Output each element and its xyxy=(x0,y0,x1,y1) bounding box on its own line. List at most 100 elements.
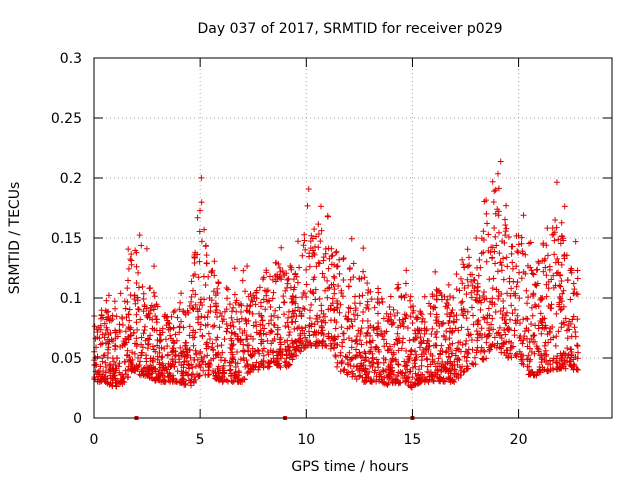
data-point xyxy=(316,260,323,267)
data-point xyxy=(367,348,374,355)
data-point xyxy=(558,261,565,268)
data-point xyxy=(461,353,468,360)
data-point xyxy=(381,343,388,350)
data-point xyxy=(531,332,538,339)
data-point xyxy=(534,345,541,352)
data-point xyxy=(351,300,358,307)
data-point xyxy=(280,293,287,300)
data-point xyxy=(307,307,314,314)
data-point xyxy=(555,328,562,335)
data-point xyxy=(132,300,139,307)
data-point xyxy=(497,259,504,266)
data-point xyxy=(449,340,456,347)
data-point xyxy=(291,326,298,333)
data-point xyxy=(470,312,477,319)
data-point xyxy=(172,352,179,359)
data-point xyxy=(301,306,308,313)
data-point xyxy=(157,331,164,338)
data-point xyxy=(176,306,183,313)
data-point xyxy=(140,295,147,302)
data-point xyxy=(282,287,289,294)
data-point xyxy=(301,237,308,244)
data-point xyxy=(196,350,203,357)
data-point xyxy=(243,307,250,314)
data-point xyxy=(544,252,551,259)
data-point xyxy=(330,273,337,280)
data-point xyxy=(483,258,490,265)
data-point xyxy=(520,316,527,323)
data-point xyxy=(296,347,303,354)
data-point xyxy=(276,304,283,311)
data-point xyxy=(117,343,124,350)
data-point xyxy=(465,254,472,261)
data-point xyxy=(253,295,260,302)
data-point xyxy=(505,324,512,331)
data-point xyxy=(209,323,216,330)
data-point xyxy=(533,267,540,274)
data-point xyxy=(308,301,315,308)
data-point xyxy=(192,291,199,298)
data-point xyxy=(350,260,357,267)
data-point xyxy=(317,238,324,245)
data-point xyxy=(333,341,340,348)
data-point xyxy=(253,287,260,294)
data-point xyxy=(374,360,381,367)
data-point xyxy=(259,322,266,329)
data-point xyxy=(244,361,251,368)
data-point xyxy=(364,301,371,308)
data-point xyxy=(426,342,433,349)
data-point xyxy=(219,349,226,356)
data-point xyxy=(270,358,277,365)
data-point xyxy=(492,260,499,267)
data-point xyxy=(529,368,536,375)
data-point xyxy=(508,302,515,309)
data-point xyxy=(530,333,537,340)
data-point xyxy=(518,234,525,241)
data-point xyxy=(139,349,146,356)
data-point xyxy=(97,315,104,322)
data-point xyxy=(533,282,540,289)
data-point xyxy=(546,357,553,364)
data-point xyxy=(418,311,425,318)
data-point xyxy=(214,313,221,320)
data-point xyxy=(429,373,436,380)
data-point xyxy=(394,285,401,292)
data-point xyxy=(530,271,537,278)
data-point xyxy=(371,304,378,311)
data-point xyxy=(557,272,564,279)
data-point xyxy=(152,312,159,319)
data-point xyxy=(332,249,339,256)
data-point xyxy=(564,345,571,352)
data-point xyxy=(301,231,308,238)
data-point xyxy=(341,366,348,373)
data-point xyxy=(553,270,560,277)
data-point xyxy=(339,343,346,350)
data-point xyxy=(239,330,246,337)
data-point xyxy=(236,326,243,333)
data-point xyxy=(279,267,286,274)
data-point xyxy=(378,373,385,380)
data-point xyxy=(350,274,357,281)
data-point xyxy=(227,322,234,329)
data-point xyxy=(104,375,111,382)
data-point xyxy=(542,264,549,271)
data-point xyxy=(508,243,515,250)
data-point xyxy=(290,286,297,293)
data-point xyxy=(380,336,387,343)
data-point xyxy=(264,298,271,305)
data-point xyxy=(409,320,416,327)
data-point xyxy=(462,340,469,347)
data-point xyxy=(313,315,320,322)
data-point xyxy=(324,212,331,219)
data-point xyxy=(205,273,212,280)
data-point xyxy=(97,363,104,370)
data-point xyxy=(539,315,546,322)
data-point xyxy=(303,266,310,273)
data-point xyxy=(474,298,481,305)
data-point xyxy=(310,331,317,338)
data-point xyxy=(214,285,221,292)
data-point xyxy=(243,318,250,325)
data-point xyxy=(133,335,140,342)
data-point xyxy=(461,368,468,375)
data-point xyxy=(226,359,233,366)
